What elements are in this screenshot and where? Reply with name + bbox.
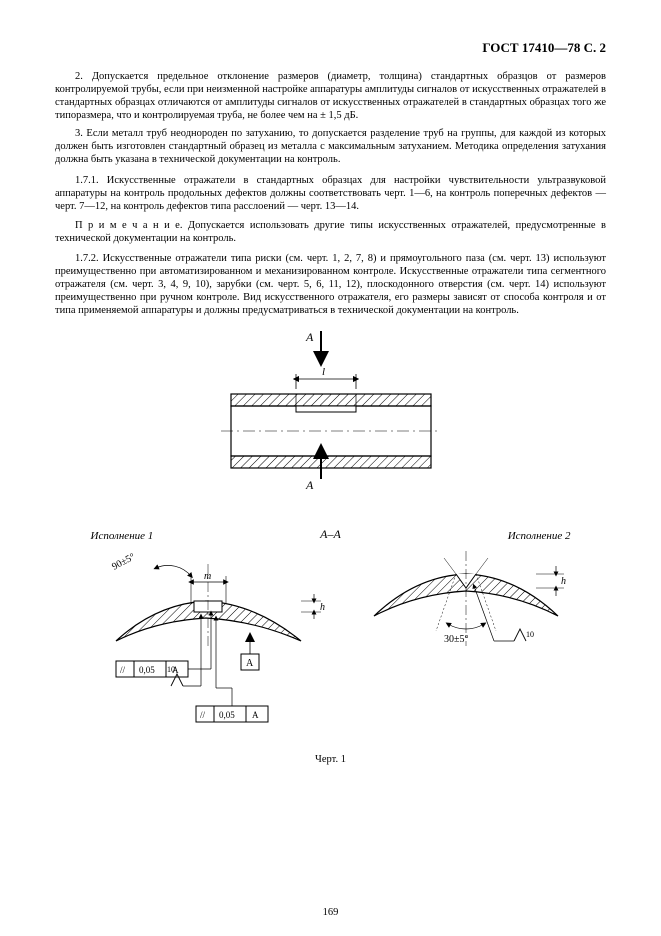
svg-text:0,05: 0,05 (219, 710, 235, 720)
para-1-7-1: 1.7.1. Искусственные отражатели в станда… (55, 174, 606, 213)
figure-top-view: A l A (201, 329, 461, 519)
height-h-1: h (320, 602, 325, 613)
height-h-2: h (561, 576, 566, 587)
section-label-a-top: A (305, 330, 314, 344)
para-1-7-2: 1.7.2. Искусственные отражатели типа рис… (55, 252, 606, 318)
svg-text:0,05: 0,05 (139, 665, 155, 675)
figure-caption: Черт. 1 (315, 754, 346, 765)
figure-exec-1: 90±5° m h (96, 546, 336, 736)
page-header: ГОСТ 17410—78 С. 2 (55, 40, 606, 56)
section-label-a-bottom: A (305, 478, 314, 492)
page-container: ГОСТ 17410—78 С. 2 2. Допускается предел… (0, 0, 661, 936)
angle-30: 30±5° (444, 634, 469, 645)
svg-text://: // (120, 665, 126, 675)
angle-90: 90±5° (110, 552, 137, 573)
intro-block: 2. Допускается предельное отклонение раз… (55, 70, 606, 166)
exec-1-label: Исполнение 1 (91, 530, 251, 542)
exec-2-label: Исполнение 2 (411, 530, 571, 542)
para-2: 2. Допускается предельное отклонение раз… (55, 70, 606, 123)
page-number: 169 (0, 907, 661, 918)
svg-text://: // (200, 710, 206, 720)
figure-1: A l A И (55, 329, 606, 777)
rough-1: 10 (167, 665, 175, 674)
note: П р и м е ч а н и е. Допускается использ… (55, 219, 606, 245)
width-m: m (204, 571, 211, 582)
figure-exec-2: 30±5° h 10 (366, 546, 566, 696)
section-title: A–A (251, 527, 411, 542)
svg-text:A: A (252, 710, 259, 720)
length-label: l (322, 366, 325, 378)
rough-2: 10 (526, 630, 534, 639)
datum-a: A (246, 658, 254, 669)
para-3: 3. Если металл труб неоднороден по затух… (55, 127, 606, 166)
